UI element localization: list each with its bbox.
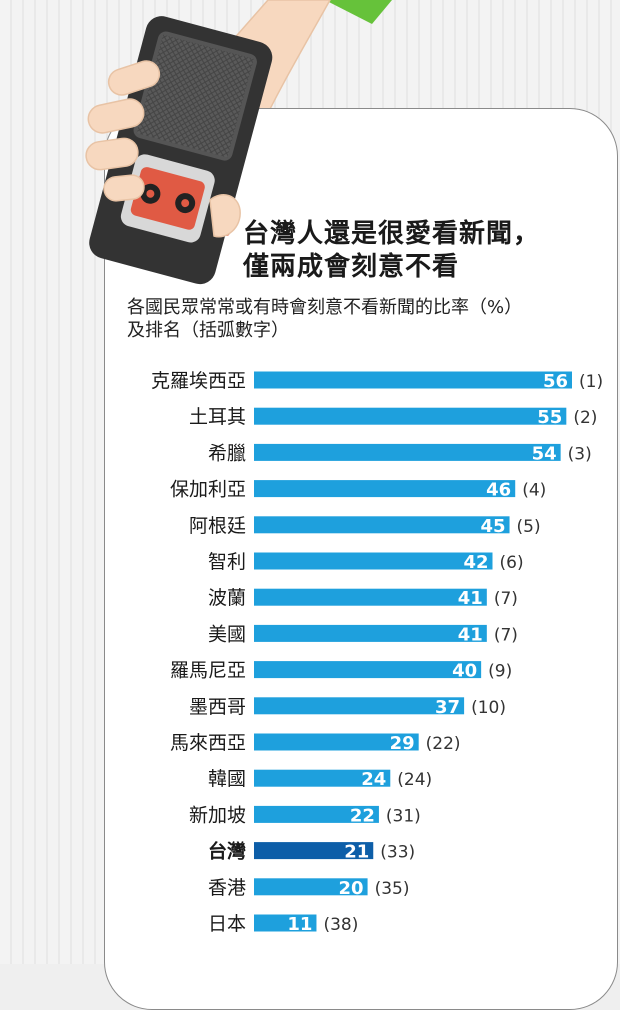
chart-title-line-1: 台灣人還是很愛看新聞，: [243, 219, 541, 249]
value-label: 24: [361, 769, 386, 790]
thumb: [209, 194, 241, 238]
finger-1: [107, 60, 161, 96]
rank-label: (9): [488, 662, 512, 682]
bar-chart: 克羅埃西亞 56 (1) 土耳其 55 (2) 希臘 54 (3) 保加利亞 46 (4) 阿根廷 45 (…: [151, 370, 603, 935]
chart-title: 台灣人還是很愛看新聞， 僅兩成會刻意不看: [243, 218, 540, 284]
chart-subtitle: 各國民眾常常或有時會刻意不看新聞的比率（%） 及排名（括弧數字）: [127, 296, 522, 342]
category-label: 保加利亞: [170, 479, 246, 501]
bar: [254, 733, 419, 751]
category-label: 波蘭: [208, 587, 246, 609]
value-label: 20: [339, 878, 364, 899]
bar: [254, 407, 567, 425]
category-label: 智利: [208, 551, 246, 573]
bar: [254, 697, 465, 715]
bar: [254, 914, 317, 932]
value-label: 40: [452, 661, 477, 682]
bar: [254, 480, 516, 498]
bar: [254, 661, 482, 679]
category-label: 台灣: [208, 840, 246, 863]
bar: [254, 842, 374, 860]
category-label: 希臘: [208, 442, 246, 464]
rank-label: (7): [494, 625, 518, 645]
rank-label: (3): [568, 444, 592, 464]
rank-label: (35): [375, 879, 410, 899]
rank-label: (1): [579, 372, 603, 392]
value-label: 22: [350, 805, 375, 826]
value-label: 54: [532, 443, 557, 464]
category-label: 墨西哥: [189, 696, 246, 718]
category-label: 克羅埃西亞: [151, 370, 246, 392]
value-label: 29: [390, 733, 415, 754]
check-icon: [325, 0, 392, 24]
chart-subtitle-line-1: 各國民眾常常或有時會刻意不看新聞的比率（%）: [127, 297, 523, 318]
rank-label: (10): [471, 698, 506, 718]
value-label: 41: [458, 624, 483, 645]
rank-label: (6): [500, 553, 524, 573]
category-label: 新加坡: [189, 804, 246, 826]
rank-label: (24): [397, 770, 432, 790]
bar: [254, 443, 561, 461]
category-label: 日本: [208, 913, 246, 935]
bar: [254, 552, 493, 570]
chart-subtitle-line-2: 及排名（括弧數字）: [127, 320, 289, 341]
rank-label: (38): [323, 915, 358, 935]
bar: [254, 588, 487, 606]
rank-label: (4): [522, 481, 546, 501]
value-label: 21: [344, 842, 369, 863]
bar: [254, 624, 487, 642]
value-label: 55: [537, 407, 562, 428]
finger-4: [103, 174, 145, 202]
bar: [254, 805, 379, 823]
value-label: 37: [435, 697, 460, 718]
bar: [254, 769, 391, 787]
category-label: 羅馬尼亞: [170, 660, 246, 682]
rank-label: (31): [386, 806, 421, 826]
category-label: 韓國: [208, 768, 246, 790]
finger-3: [85, 137, 139, 171]
finger-2: [87, 98, 145, 134]
value-label: 41: [458, 588, 483, 609]
value-label: 42: [463, 552, 488, 573]
category-label: 阿根廷: [189, 515, 246, 537]
category-label: 土耳其: [189, 406, 246, 428]
rank-label: (22): [426, 734, 461, 754]
category-label: 馬來西亞: [170, 732, 246, 754]
rank-label: (2): [573, 408, 597, 428]
value-label: 56: [543, 371, 568, 392]
category-label: 香港: [208, 877, 246, 899]
value-label: 45: [480, 516, 505, 537]
category-label: 美國: [208, 623, 246, 645]
rank-label: (33): [380, 843, 415, 863]
rank-label: (5): [517, 517, 541, 537]
bar: [254, 878, 368, 896]
bar: [254, 516, 510, 534]
recorder-illustration: [85, 16, 273, 285]
value-label: 46: [486, 480, 511, 501]
value-label: 11: [287, 914, 312, 935]
bar: [254, 371, 572, 389]
chart-title-line-2: 僅兩成會刻意不看: [243, 252, 460, 282]
rank-label: (7): [494, 589, 518, 609]
